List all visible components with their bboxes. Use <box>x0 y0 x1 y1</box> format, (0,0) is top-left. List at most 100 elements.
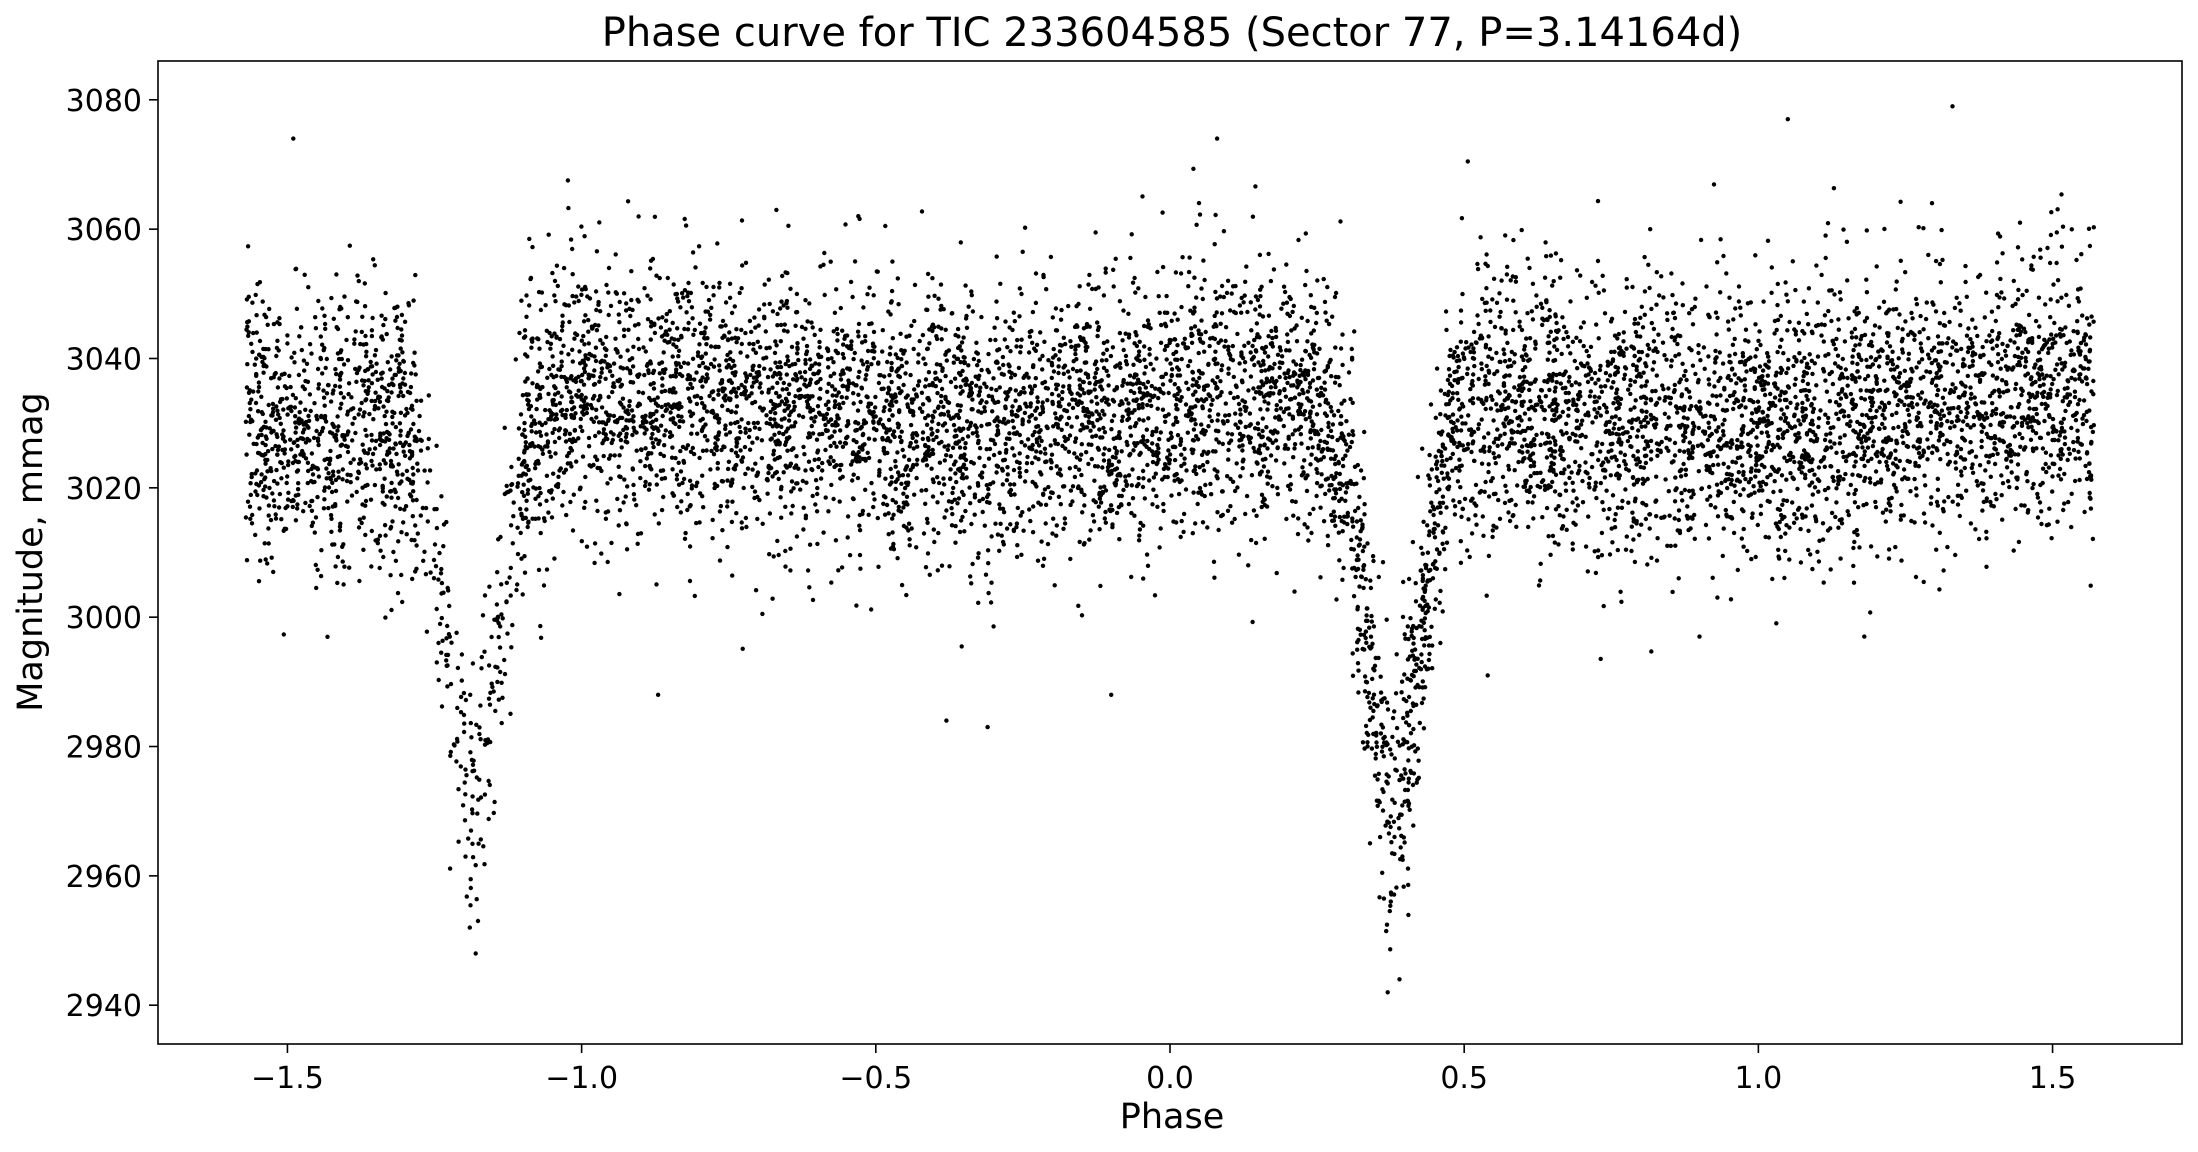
data-point <box>356 412 361 417</box>
data-point <box>1148 361 1153 367</box>
data-point <box>678 305 683 310</box>
data-point <box>2081 398 2087 403</box>
data-point <box>690 445 695 451</box>
data-point <box>1962 457 1968 462</box>
data-point <box>2017 431 2022 437</box>
data-point <box>1147 352 1152 357</box>
data-point <box>313 315 318 320</box>
data-point <box>907 543 912 548</box>
data-point <box>634 503 639 508</box>
data-point <box>1545 357 1551 362</box>
data-point <box>1458 308 1464 313</box>
data-point <box>1826 485 1831 491</box>
data-point <box>1951 389 1957 394</box>
data-point <box>2071 439 2076 445</box>
data-point <box>244 558 250 563</box>
data-point <box>869 362 874 367</box>
data-point <box>580 454 586 459</box>
data-point <box>1727 472 1732 477</box>
data-point <box>1197 212 1203 217</box>
data-point <box>1300 465 1305 470</box>
data-point <box>1850 360 1855 365</box>
data-point <box>1921 579 1926 585</box>
data-point <box>1702 366 1707 371</box>
data-point <box>511 500 516 505</box>
data-point <box>705 438 710 443</box>
data-point <box>1891 307 1896 312</box>
data-point <box>1617 345 1623 350</box>
data-point <box>1327 483 1332 488</box>
data-point <box>288 404 294 409</box>
data-point <box>1802 355 1807 361</box>
data-point <box>1934 392 1940 398</box>
data-point <box>1237 303 1243 308</box>
data-point <box>1258 443 1263 448</box>
data-point <box>1605 516 1611 521</box>
data-point <box>1503 389 1508 394</box>
data-point <box>1554 380 1559 385</box>
data-point <box>1529 309 1535 314</box>
data-point <box>1505 264 1510 269</box>
data-point <box>1753 463 1759 468</box>
data-point <box>674 472 680 478</box>
data-point <box>319 413 324 419</box>
data-point <box>900 473 906 478</box>
data-point <box>1863 475 1868 481</box>
data-point <box>1601 603 1606 609</box>
data-point <box>1510 441 1516 446</box>
data-point <box>1343 453 1348 458</box>
data-point <box>2087 322 2092 327</box>
data-point <box>1015 505 1020 511</box>
data-point <box>1160 407 1166 412</box>
data-point <box>1845 375 1850 381</box>
data-point <box>421 558 426 563</box>
data-point <box>257 280 263 285</box>
data-point <box>1126 501 1132 507</box>
data-point <box>994 254 999 259</box>
data-point <box>696 244 702 249</box>
data-point <box>1440 609 1445 614</box>
data-point <box>285 341 290 346</box>
data-point <box>1852 500 1858 505</box>
data-point <box>1654 474 1659 479</box>
data-point <box>333 488 339 494</box>
data-point <box>1253 307 1258 312</box>
data-point <box>1321 276 1326 282</box>
data-point <box>883 495 888 500</box>
data-point <box>1419 659 1424 665</box>
data-point <box>1845 509 1850 514</box>
data-point <box>370 315 375 321</box>
data-point <box>814 380 819 386</box>
data-point <box>1338 346 1344 351</box>
data-point <box>1312 305 1317 310</box>
data-point <box>1381 736 1386 741</box>
data-point <box>544 473 550 478</box>
data-point <box>1824 496 1829 502</box>
data-point <box>540 451 546 456</box>
data-point <box>1253 184 1258 189</box>
data-point <box>890 432 896 437</box>
data-point <box>303 378 308 384</box>
data-point <box>1354 535 1360 540</box>
data-point <box>1822 487 1828 493</box>
data-point <box>2005 444 2011 449</box>
data-point <box>755 420 760 425</box>
data-point <box>1590 420 1595 425</box>
data-point <box>1050 315 1056 320</box>
data-point <box>2088 335 2093 340</box>
data-point <box>1926 404 1931 410</box>
data-point <box>1961 357 1966 362</box>
data-point <box>2080 313 2085 318</box>
data-point <box>1948 406 1954 411</box>
data-point <box>572 300 577 305</box>
data-point <box>1721 526 1726 531</box>
data-point <box>828 455 833 460</box>
data-point <box>1706 354 1711 359</box>
data-point <box>1519 327 1525 333</box>
data-point <box>1904 380 1910 385</box>
data-point <box>1990 346 1995 351</box>
data-point <box>371 257 376 262</box>
data-point <box>869 480 874 486</box>
data-point <box>1292 446 1297 451</box>
data-point <box>1293 499 1298 504</box>
